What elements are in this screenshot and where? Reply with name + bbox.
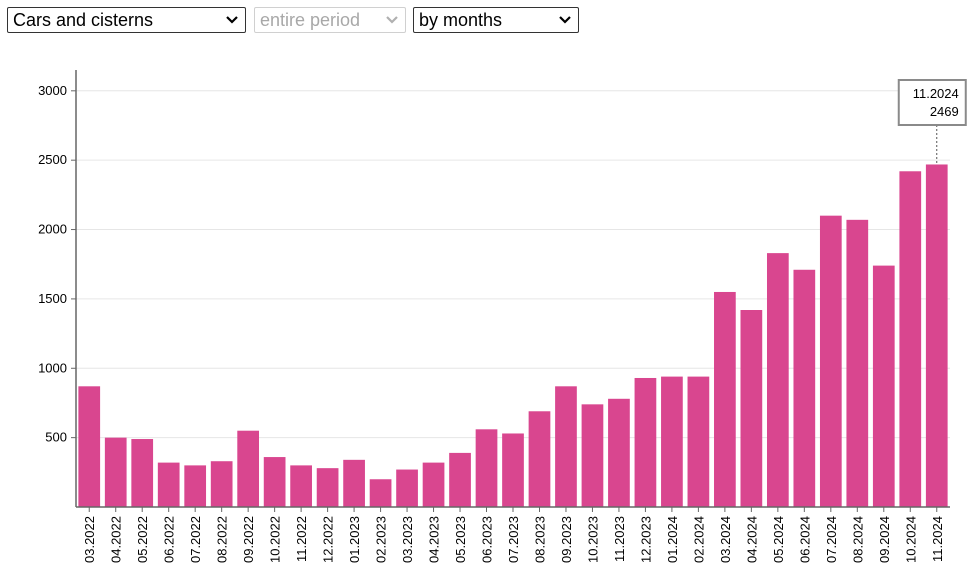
x-tick-label: 06.2022 bbox=[162, 516, 177, 563]
x-tick-label: 02.2024 bbox=[691, 516, 706, 563]
grid-lines bbox=[76, 90, 950, 439]
x-tick-label: 10.2023 bbox=[585, 516, 600, 563]
x-tick-label: 07.2023 bbox=[506, 516, 521, 563]
x-tick-label: 05.2023 bbox=[453, 516, 468, 563]
bar[interactable] bbox=[104, 437, 127, 507]
bar[interactable] bbox=[872, 265, 895, 507]
tooltip-value: 2469 bbox=[930, 104, 959, 119]
x-tick-label: 07.2022 bbox=[188, 516, 203, 563]
x-tick-label: 06.2023 bbox=[480, 516, 495, 563]
bar[interactable] bbox=[740, 310, 763, 507]
bar[interactable] bbox=[581, 404, 604, 507]
x-tick-label: 06.2024 bbox=[797, 516, 812, 563]
bar[interactable] bbox=[555, 386, 577, 507]
x-tick-label: 09.2022 bbox=[241, 516, 256, 563]
y-tick-label: 500 bbox=[45, 430, 67, 445]
x-tick-label: 10.2022 bbox=[268, 516, 283, 563]
tooltip-label: 11.2024 bbox=[913, 86, 959, 101]
x-tick-label: 03.2023 bbox=[400, 516, 415, 563]
x-tick-label: 11.2023 bbox=[612, 516, 627, 562]
period-select: entire period bbox=[254, 7, 406, 33]
tooltip: 11.2024 2469 bbox=[897, 79, 967, 165]
bar[interactable] bbox=[316, 468, 339, 507]
x-tick-label: 11.2022 bbox=[294, 516, 309, 562]
period-select-value: entire period bbox=[260, 10, 361, 30]
x-tick-label: 01.2023 bbox=[347, 516, 362, 563]
bar[interactable] bbox=[449, 452, 471, 507]
x-tick-label: 04.2023 bbox=[427, 516, 442, 563]
y-tick-label: 1500 bbox=[38, 291, 67, 306]
bar[interactable] bbox=[661, 376, 683, 507]
x-tick-label: 04.2024 bbox=[744, 516, 759, 563]
bars bbox=[78, 164, 948, 508]
bar[interactable] bbox=[687, 376, 710, 507]
x-tick-label: 09.2023 bbox=[559, 516, 574, 563]
x-tick-label: 02.2023 bbox=[374, 516, 389, 563]
x-tick-label: 12.2022 bbox=[321, 516, 336, 563]
x-tick-label: 01.2024 bbox=[665, 516, 680, 563]
bar[interactable] bbox=[925, 164, 948, 508]
bar[interactable] bbox=[369, 479, 392, 507]
bar[interactable] bbox=[714, 291, 736, 507]
bar[interactable] bbox=[475, 429, 498, 507]
bar[interactable] bbox=[78, 386, 101, 507]
x-tick-label: 03.2022 bbox=[82, 516, 97, 563]
x-tick-label: 07.2024 bbox=[824, 516, 839, 563]
bar[interactable] bbox=[528, 411, 551, 507]
x-tick-label: 12.2023 bbox=[638, 516, 653, 563]
x-tick-label: 08.2023 bbox=[532, 516, 547, 563]
bar[interactable] bbox=[131, 439, 154, 507]
x-tick-label: 09.2024 bbox=[877, 516, 892, 563]
y-axis-ticks: 500 1000 1500 2000 2500 3000 bbox=[38, 83, 76, 445]
bar[interactable] bbox=[634, 377, 657, 507]
chevron-down-icon bbox=[386, 16, 398, 24]
bar[interactable] bbox=[846, 219, 869, 508]
chevron-down-icon bbox=[559, 16, 571, 24]
y-tick-label: 1000 bbox=[38, 360, 67, 375]
bar[interactable] bbox=[422, 462, 445, 507]
bar[interactable] bbox=[502, 433, 524, 507]
bar[interactable] bbox=[263, 457, 286, 507]
bar[interactable] bbox=[899, 171, 922, 507]
x-tick-label: 05.2022 bbox=[135, 516, 150, 563]
x-tick-label: 05.2024 bbox=[771, 516, 786, 563]
x-axis-ticks: 03.2022 04.2022 05.2022 06.2022 07.2022 08.20… bbox=[82, 507, 945, 563]
bar[interactable] bbox=[290, 465, 312, 507]
y-tick-label: 2000 bbox=[38, 222, 67, 237]
bar[interactable] bbox=[210, 461, 233, 507]
x-tick-label: 11.2024 bbox=[930, 516, 945, 562]
y-tick-label: 2500 bbox=[38, 152, 67, 167]
tooltip-box bbox=[897, 79, 967, 126]
bar[interactable] bbox=[608, 398, 630, 507]
bar[interactable] bbox=[819, 215, 842, 507]
bar[interactable] bbox=[766, 253, 789, 507]
bar[interactable] bbox=[793, 269, 816, 507]
bar[interactable] bbox=[396, 469, 418, 507]
category-select[interactable]: Cars and cisterns bbox=[7, 7, 246, 33]
bar[interactable] bbox=[237, 430, 260, 507]
x-tick-label: 03.2024 bbox=[718, 516, 733, 563]
x-tick-label: 10.2024 bbox=[903, 516, 918, 563]
x-tick-label: 08.2024 bbox=[850, 516, 865, 563]
x-tick-label: 08.2022 bbox=[215, 516, 230, 563]
granularity-select[interactable]: by months bbox=[413, 7, 579, 33]
x-tick-label: 04.2022 bbox=[109, 516, 124, 563]
chevron-down-icon bbox=[226, 16, 238, 24]
bar[interactable] bbox=[343, 459, 365, 507]
y-tick-label: 3000 bbox=[38, 83, 67, 98]
bar[interactable] bbox=[184, 465, 207, 507]
granularity-select-value: by months bbox=[419, 10, 503, 30]
bar[interactable] bbox=[157, 462, 180, 507]
category-select-value: Cars and cisterns bbox=[13, 10, 154, 30]
